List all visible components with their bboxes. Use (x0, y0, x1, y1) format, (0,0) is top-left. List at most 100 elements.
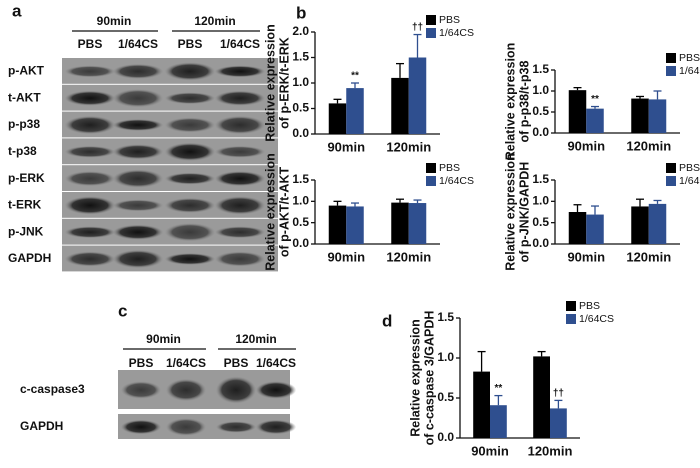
significance-label: †† (553, 388, 564, 399)
blot-band (164, 223, 216, 242)
legend-swatch (566, 301, 576, 311)
y-tick-label: 0.0 (532, 125, 549, 139)
y-tick-label: 1.0 (292, 194, 309, 208)
y-axis-label: Relative expression (503, 43, 517, 160)
blot-band (214, 196, 266, 215)
x-tick-label: 90min (327, 249, 365, 264)
y-axis-label: Relative expression (503, 153, 517, 270)
significance-label: ** (351, 71, 359, 82)
blot-band (255, 381, 297, 399)
y-tick-label: 0.5 (437, 390, 454, 404)
lane-label: PBS (178, 37, 203, 51)
y-axis-label: of c-caspase 3/GAPDH (422, 311, 436, 446)
blot-band (164, 197, 216, 213)
blot-band (165, 418, 207, 436)
blot-band (120, 419, 162, 435)
significance-label: ** (495, 383, 503, 394)
y-tick-label: 2.0 (292, 24, 309, 38)
y-axis-label: of p-JNK/GAPDH (517, 162, 531, 263)
blot-band (215, 421, 257, 433)
row-label: t-ERK (8, 198, 42, 212)
lane-label: 1/64CS (118, 37, 158, 51)
legend-swatch (666, 176, 676, 186)
y-axis-label: of p-AKT/t-AKT (277, 167, 291, 258)
legend-swatch (426, 176, 436, 186)
blot-band (112, 144, 164, 160)
blot-band (214, 226, 266, 239)
row-label: p-AKT (8, 64, 45, 78)
bar (586, 214, 604, 244)
blot-band (112, 63, 164, 79)
x-tick-label: 120min (626, 249, 671, 264)
bar (533, 356, 550, 438)
y-tick-label: 1.5 (292, 50, 309, 64)
legend-label: PBS (679, 162, 700, 174)
bar (391, 77, 409, 134)
blot-band (214, 251, 266, 267)
bar (328, 103, 347, 134)
y-tick-label: 1.0 (532, 194, 549, 208)
y-tick-label: 1.0 (292, 75, 309, 89)
blot-band (164, 92, 216, 105)
bar (490, 405, 507, 438)
lane-label: PBS (129, 356, 154, 370)
x-tick-label: 120min (626, 138, 671, 153)
blot-band (214, 145, 266, 158)
blot-band (64, 251, 116, 267)
panel-letter: d (382, 311, 392, 330)
y-tick-label: 0.5 (532, 104, 549, 118)
row-label: p-p38 (8, 117, 40, 131)
bar (346, 88, 364, 134)
lane-label: 1/64CS (166, 356, 206, 370)
legend-swatch (666, 53, 676, 63)
panel-letter: a (12, 1, 22, 20)
blot-band (165, 378, 207, 402)
blot-band (112, 119, 164, 131)
blot-band (112, 199, 164, 212)
x-tick-label: 90min (567, 249, 605, 264)
bar (586, 108, 604, 133)
lane-label: 1/64CS (220, 37, 260, 51)
bar (408, 57, 427, 134)
y-tick-label: 1.0 (532, 83, 549, 97)
panel-letter: b (296, 3, 306, 22)
legend-swatch (666, 66, 676, 76)
legend-swatch (426, 15, 436, 25)
y-tick-label: 0.0 (292, 236, 309, 250)
legend-label: PBS (679, 52, 700, 64)
lane-label: PBS (224, 356, 249, 370)
bar (408, 203, 427, 244)
legend-swatch (666, 163, 676, 173)
x-tick-label: 90min (327, 139, 365, 154)
legend-swatch (426, 28, 436, 38)
blot-band (164, 62, 216, 81)
row-label: c-caspase3 (20, 382, 85, 396)
bar (473, 371, 490, 438)
y-axis-label: of p-p38/t-p38 (517, 60, 531, 142)
legend-swatch (426, 163, 436, 173)
row-label: t-p38 (8, 144, 37, 158)
legend-label: PBS (579, 300, 600, 312)
blot-band (64, 171, 116, 187)
y-axis-label: of p-ERK/t-ERK (277, 37, 291, 129)
significance-label: ** (591, 94, 599, 105)
y-tick-label: 0.5 (292, 101, 309, 115)
group-label: 90min (97, 14, 132, 28)
y-tick-label: 0.5 (292, 215, 309, 229)
row-label: GAPDH (8, 251, 51, 265)
legend-label: PBS (439, 14, 460, 26)
x-tick-label: 90min (471, 443, 509, 458)
legend-label: 1/64CS (439, 27, 474, 39)
y-tick-label: 1.5 (532, 62, 549, 76)
group-label: 120min (235, 332, 276, 346)
blot-band (120, 381, 162, 399)
y-axis-label: Relative expression (408, 319, 422, 436)
y-tick-label: 0.5 (532, 215, 549, 229)
y-tick-label: 0.0 (292, 126, 309, 140)
x-tick-label: 120min (386, 249, 431, 264)
lane-label: 1/64CS (256, 356, 296, 370)
y-tick-label: 1.0 (437, 350, 454, 364)
blot-band (164, 172, 216, 185)
blot-band (214, 171, 266, 187)
panel-letter: c (118, 301, 127, 320)
